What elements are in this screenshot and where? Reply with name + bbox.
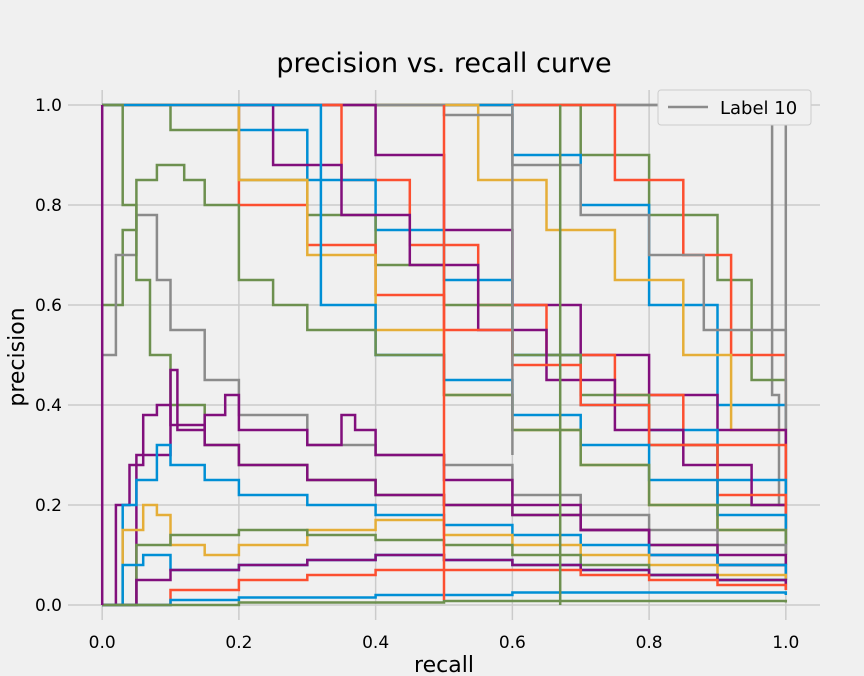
y-tick-label: 0.2 [35,496,62,516]
x-tick-label: 0.2 [225,633,252,653]
pr-curve-series-3 [102,103,788,505]
legend: Label 10 [657,89,812,126]
y-tick-label: 0.0 [35,596,62,616]
x-tick-label: 0.8 [636,633,663,653]
chart-title: precision vs. recall curve [276,48,611,79]
x-tick-label: 0.4 [362,633,389,653]
y-tick-label: 0.6 [35,296,62,316]
y-axis-label: precision [5,307,30,406]
legend-entry-label-10: Label 10 [720,98,797,119]
legend-box [657,89,812,126]
x-tick-label: 0.6 [499,633,526,653]
x-tick-label: 1.0 [772,633,799,653]
pr-curve-series-15 [102,163,788,565]
series-group [100,103,788,607]
pr-curve-series-26 [102,591,788,607]
pr-curve-series-4 [102,103,788,530]
x-tick-label: 0.0 [89,633,116,653]
pr-curve-series-5 [102,103,788,530]
y-tick-label: 0.4 [35,396,62,416]
y-tick-label: 0.8 [35,196,62,216]
x-axis-label: recall [414,653,474,676]
pr-curve-series-12 [102,103,788,555]
pr-curve-series-19 [102,368,788,607]
pr-curve-series-20 [102,443,788,607]
pr-curve-series-27 [102,599,788,607]
y-tick-label: 1.0 [35,96,62,116]
tick-labels: 0.0 0.2 0.4 0.6 0.8 1.0 0.0 0.2 0.4 0.6 0.8 1.0 [35,96,799,653]
